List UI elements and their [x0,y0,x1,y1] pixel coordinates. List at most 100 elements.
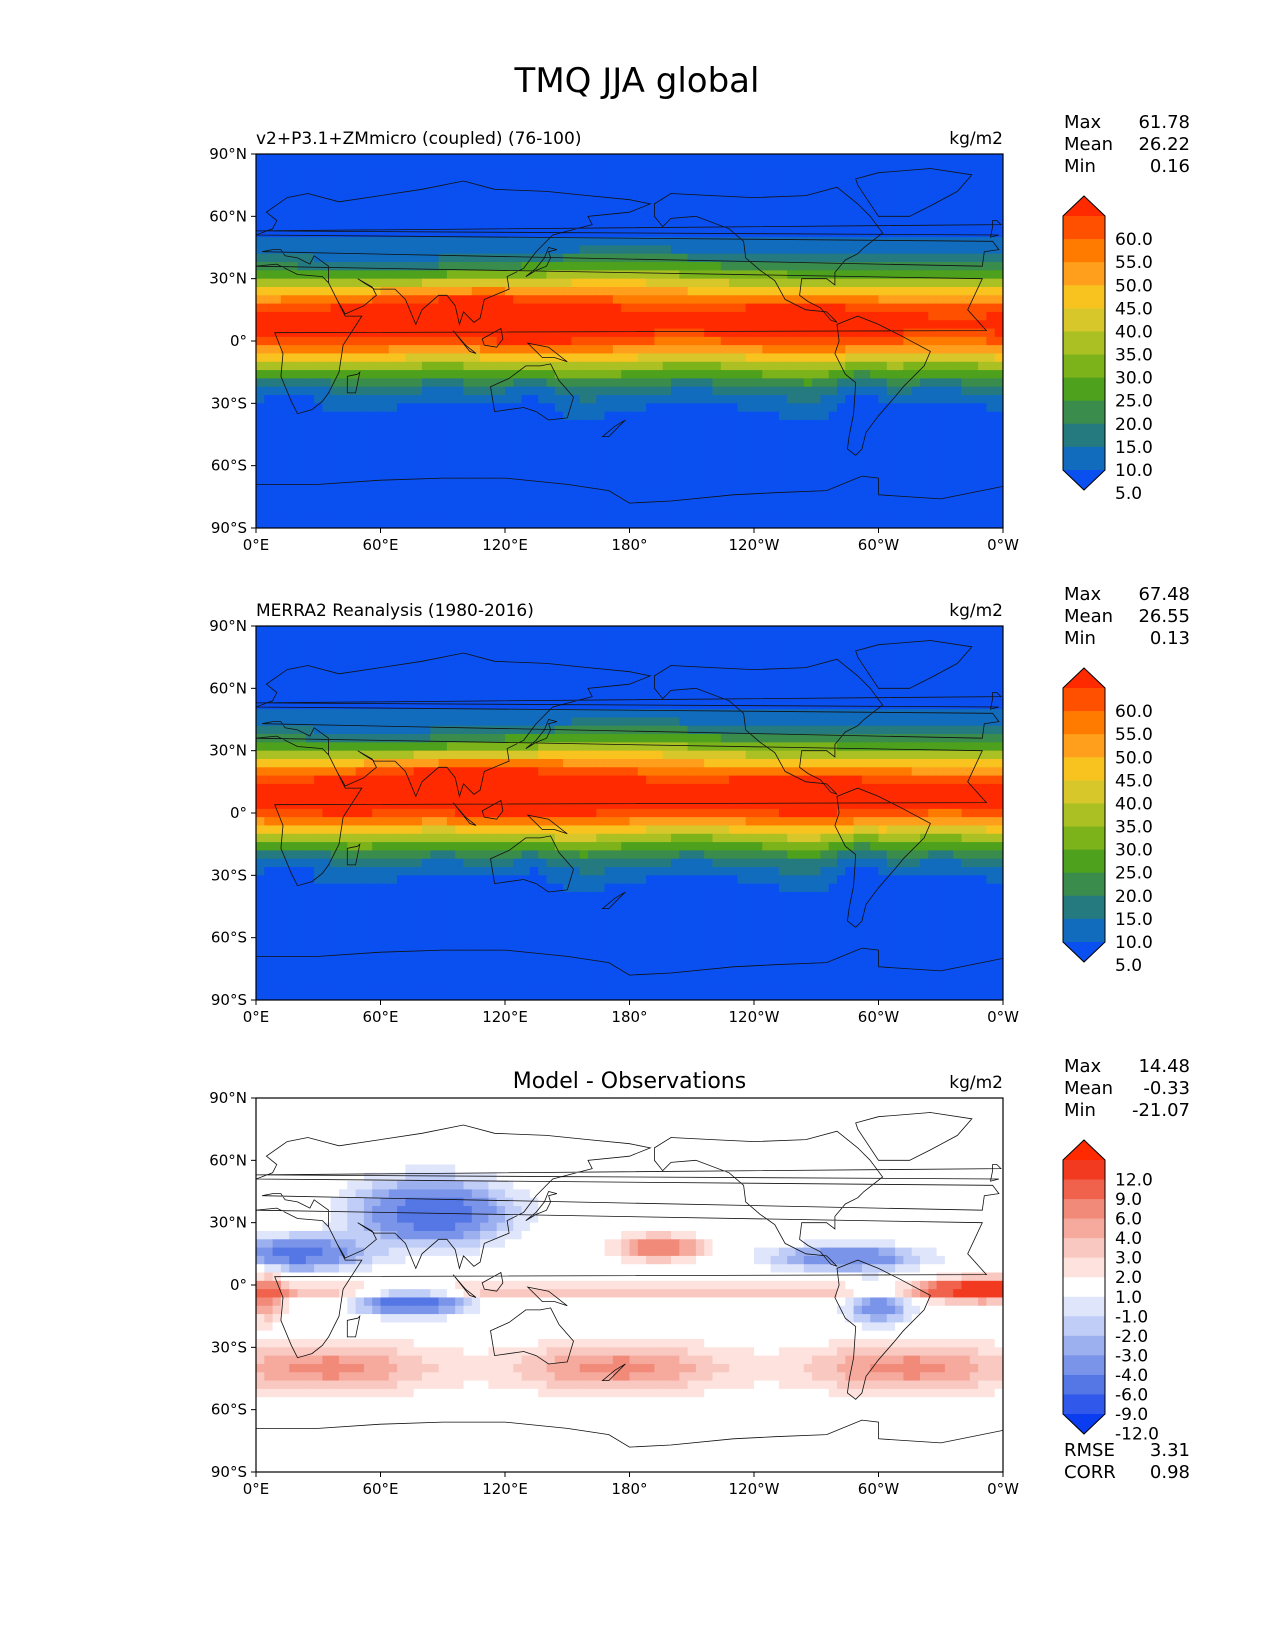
heatmap-cell [853,395,863,404]
heatmap-cell [280,203,290,213]
heatmap-cell [488,278,498,288]
heatmap-cell [455,634,465,644]
heatmap-cell [363,650,373,660]
heatmap-cell [380,700,390,710]
heatmap-cell [637,453,647,463]
heatmap-cell [986,178,996,188]
heatmap-cell [812,361,821,371]
heatmap-cell [986,684,996,694]
heatmap-cell [579,403,589,413]
heatmap-cell [604,253,614,263]
heatmap-cell [604,403,614,413]
heatmap-cell [911,162,921,172]
heatmap-cell [563,154,572,163]
heatmap-cell [870,511,880,521]
heatmap-cell [679,494,689,504]
heatmap-cell [272,634,282,644]
heatmap-cell [969,162,979,172]
heatmap-cell [944,303,954,313]
heatmap-cell [920,667,929,677]
heatmap-cell [446,411,456,421]
heatmap-cell [870,245,880,255]
heatmap-cell [662,419,672,429]
heatmap-cell [305,444,315,454]
y-tick-label: 90°N [209,145,247,163]
heatmap-cell [380,345,390,355]
heatmap-cell [936,469,946,479]
heatmap-cell [978,675,987,685]
heatmap-cell [538,386,548,396]
heatmap-cell [463,503,473,512]
heatmap-cell [297,353,307,363]
heatmap-cell [521,303,531,313]
heatmap-cell [654,428,664,438]
heatmap-cell [256,253,265,263]
heatmap-cell [712,195,722,205]
heatmap-cell [878,353,888,363]
heatmap-cell [944,187,954,197]
heatmap-cell [347,361,357,371]
heatmap-cell [305,361,315,371]
heatmap-cell [505,403,514,413]
heatmap-cell [687,361,697,371]
heatmap-cell [646,303,655,313]
heatmap-cell [455,220,465,230]
heatmap-cell [305,262,315,271]
heatmap-cell [505,228,514,238]
heatmap-cell [936,395,946,404]
heatmap-cell [870,419,880,429]
heatmap-cell [521,286,531,296]
heatmap-cell [662,170,672,180]
heatmap-cell [372,353,382,363]
heatmap-cell [363,270,373,280]
heatmap-cell [496,700,506,710]
heatmap-cell [264,170,274,180]
heatmap-cell [314,253,323,263]
heatmap-cell [388,162,398,172]
heatmap-cell [604,700,614,710]
heatmap-cell [339,220,348,230]
heatmap-cell [903,328,913,338]
heatmap-cell [745,503,755,512]
heatmap-cell [588,303,597,313]
heatmap-cell [986,295,996,305]
heatmap-cell [828,675,838,685]
heatmap-cell [297,220,307,230]
heatmap-cell [903,262,913,271]
heatmap-cell [729,419,738,429]
heatmap-cell [529,311,539,321]
heatmap-cell [637,428,647,438]
heatmap-cell [463,253,473,263]
heatmap-cell [770,378,780,388]
heatmap-cell [529,245,539,255]
heatmap-cell [903,320,913,330]
heatmap-cell [820,700,830,710]
heatmap-cell [289,700,299,710]
heatmap-cell [505,361,514,371]
heatmap-cell [297,262,307,271]
heatmap-cell [928,178,938,188]
heatmap-cell [737,395,747,404]
heatmap-cell [820,278,830,288]
heatmap-cell [413,245,423,255]
heatmap-cell [886,692,896,702]
heatmap-cell [446,370,456,379]
heatmap-cell [405,469,415,479]
heatmap-cell [629,478,639,488]
heatmap-cell [737,634,747,644]
stat-value: 0.16 [1150,156,1190,177]
heatmap-cell [438,511,448,521]
heatmap-cell [554,270,564,280]
heatmap-cell [969,328,979,338]
heatmap-cell [488,667,498,677]
heatmap-cell [397,328,406,338]
heatmap-cell [280,386,290,396]
heatmap-cell [646,212,655,222]
heatmap-cell [579,170,589,180]
heatmap-cell [712,511,722,521]
heatmap-cell [928,370,938,379]
heatmap-cell [314,469,323,479]
heatmap-cell [405,270,415,280]
heatmap-cell [961,650,971,660]
heatmap-cell [579,295,589,305]
